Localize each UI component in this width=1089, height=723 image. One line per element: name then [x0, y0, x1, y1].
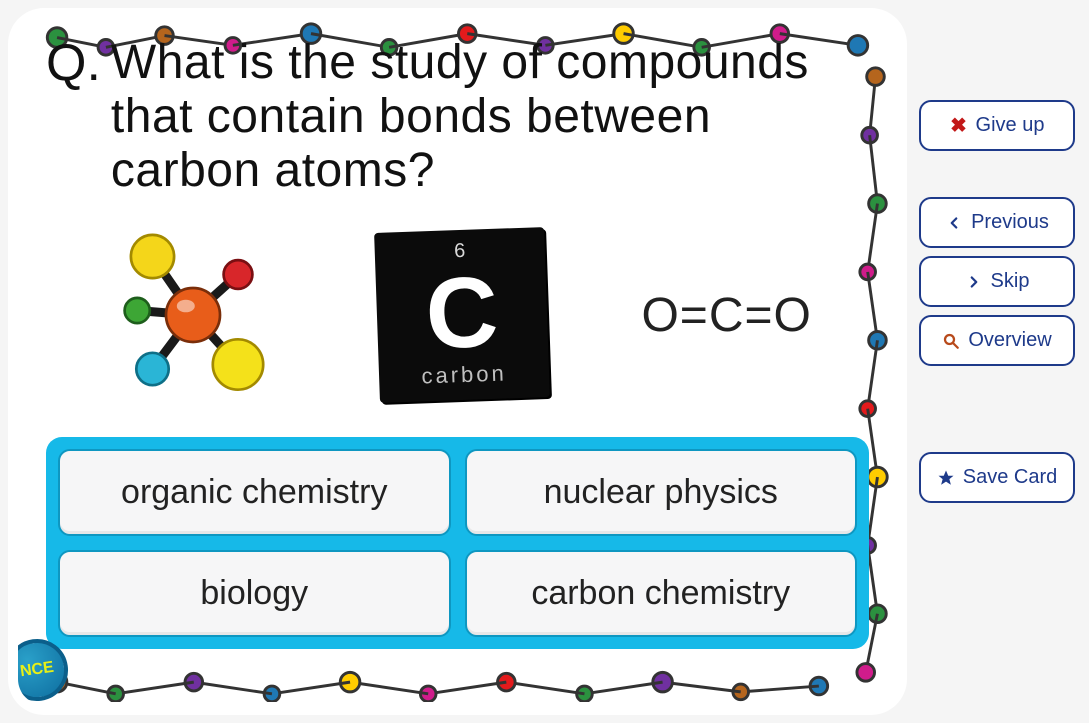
give-up-button[interactable]: ✖ Give up [919, 100, 1075, 151]
element-symbol: C [425, 267, 500, 359]
sidebar: ✖ Give up Previous Skip Overview [919, 0, 1089, 723]
question-text: What is the study of compounds that cont… [111, 36, 869, 197]
chevron-right-icon [965, 273, 983, 291]
flashcard: Q. What is the study of compounds that c… [8, 8, 907, 715]
save-card-button[interactable]: Save Card [919, 452, 1075, 503]
option-nuclear-physics[interactable]: nuclear physics [465, 449, 858, 536]
co2-formula: O=C=O [641, 288, 811, 343]
illustration-row: 6 C carbon O=C=O [46, 215, 869, 415]
element-name: carbon [421, 361, 507, 390]
chevron-left-icon [945, 214, 963, 232]
overview-button[interactable]: Overview [919, 315, 1075, 366]
previous-label: Previous [971, 211, 1049, 234]
star-icon [937, 469, 955, 487]
option-organic-chemistry[interactable]: organic chemistry [58, 449, 451, 536]
carbon-element-tile: 6 C carbon [374, 227, 550, 403]
skip-label: Skip [991, 270, 1030, 293]
molecule-illustration [103, 225, 283, 405]
answer-options-panel: organic chemistry nuclear physics biolog… [46, 437, 869, 649]
skip-button[interactable]: Skip [919, 256, 1075, 307]
magnifier-icon [942, 332, 960, 350]
option-biology[interactable]: biology [58, 550, 451, 637]
question-label: Q. [46, 36, 101, 91]
option-carbon-chemistry[interactable]: carbon chemistry [465, 550, 858, 637]
overview-label: Overview [968, 329, 1051, 352]
save-card-label: Save Card [963, 466, 1058, 489]
previous-button[interactable]: Previous [919, 197, 1075, 248]
close-icon: ✖ [950, 117, 968, 135]
give-up-label: Give up [976, 114, 1045, 137]
